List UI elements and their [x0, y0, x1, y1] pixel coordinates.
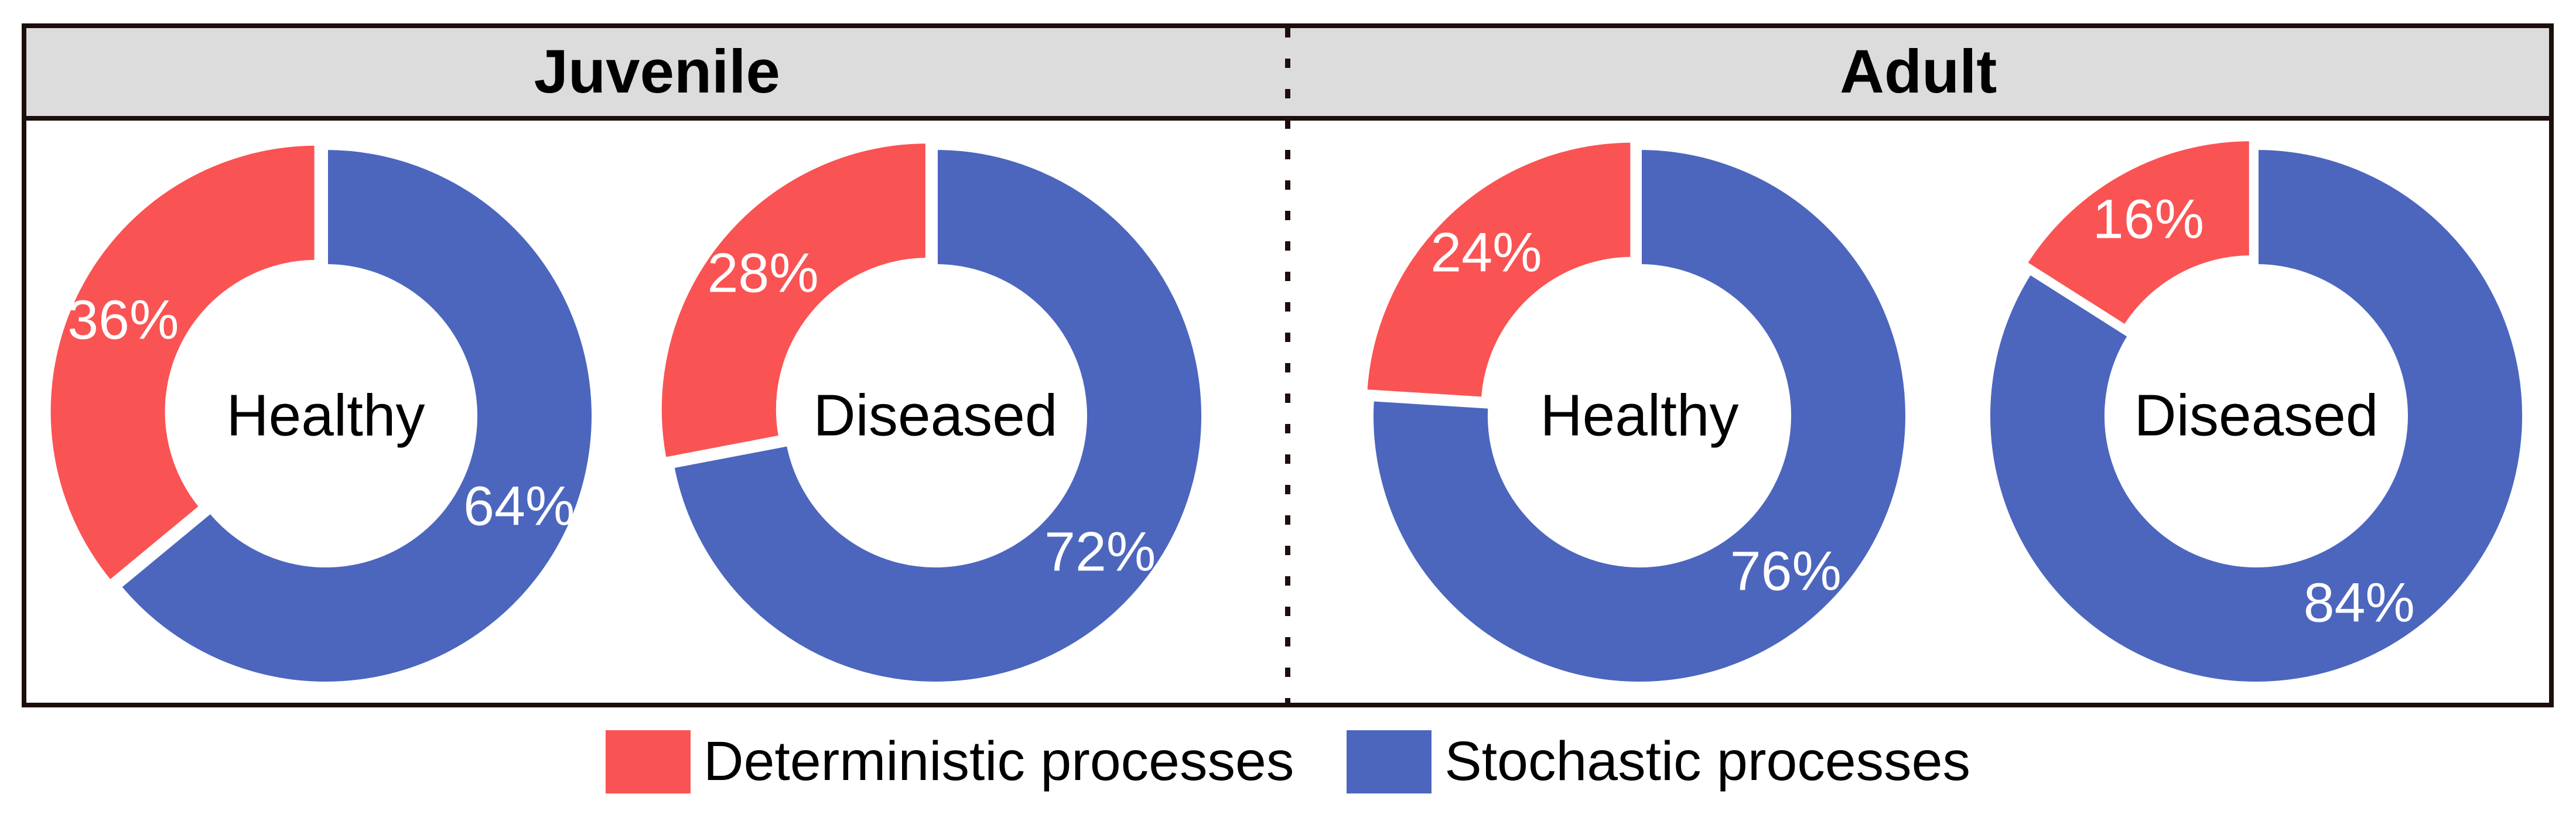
- legend-item-stochastic: Stochastic processes: [1347, 730, 1970, 793]
- donut-adult-diseased: Diseased 16% 84%: [1969, 129, 2543, 703]
- stochastic-pct-label: 72%: [1044, 521, 1156, 583]
- donut-center-label: Healthy: [1540, 382, 1739, 449]
- donut-juvenile-healthy: Healthy 36% 64%: [39, 129, 613, 703]
- stochastic-color-swatch: [1347, 730, 1432, 793]
- donut-ring: [1362, 138, 1910, 686]
- donut-center-label: Diseased: [2134, 382, 2379, 449]
- donut-center-label: Healthy: [226, 382, 425, 449]
- stochastic-pct-label: 76%: [1730, 540, 1842, 603]
- deterministic-color-swatch: [606, 730, 691, 793]
- stochastic-pct-label: 84%: [2303, 572, 2415, 634]
- donut-adult-healthy: Healthy 24% 76%: [1352, 129, 1926, 703]
- legend-label: Deterministic processes: [703, 730, 1294, 792]
- legend: Deterministic processes Stochastic proce…: [0, 730, 2576, 793]
- facet-title-adult: Adult: [1840, 37, 1997, 106]
- deterministic-pct-label: 36%: [67, 289, 179, 351]
- donut-juvenile-diseased: Diseased 28% 72%: [648, 129, 1222, 703]
- deterministic-pct-label: 24%: [1430, 221, 1542, 284]
- legend-label: Stochastic processes: [1444, 730, 1970, 792]
- donut-ring: [657, 139, 1206, 686]
- donut-ring: [1986, 136, 2527, 686]
- deterministic-pct-label: 16%: [2092, 188, 2205, 251]
- facet-title-juvenile: Juvenile: [534, 37, 780, 106]
- facet-divider-dashed-line: [1284, 28, 1290, 703]
- figure-frame: Juvenile Adult Healthy 36% 64% Diseased …: [22, 23, 2554, 707]
- donut-ring: [46, 141, 596, 686]
- deterministic-pct-label: 28%: [707, 242, 819, 304]
- plot-area: Healthy 36% 64% Diseased 28% 72% Healthy…: [26, 121, 2549, 703]
- legend-item-deterministic: Deterministic processes: [606, 730, 1294, 793]
- donut-center-label: Diseased: [813, 382, 1058, 449]
- stochastic-pct-label: 64%: [463, 475, 575, 538]
